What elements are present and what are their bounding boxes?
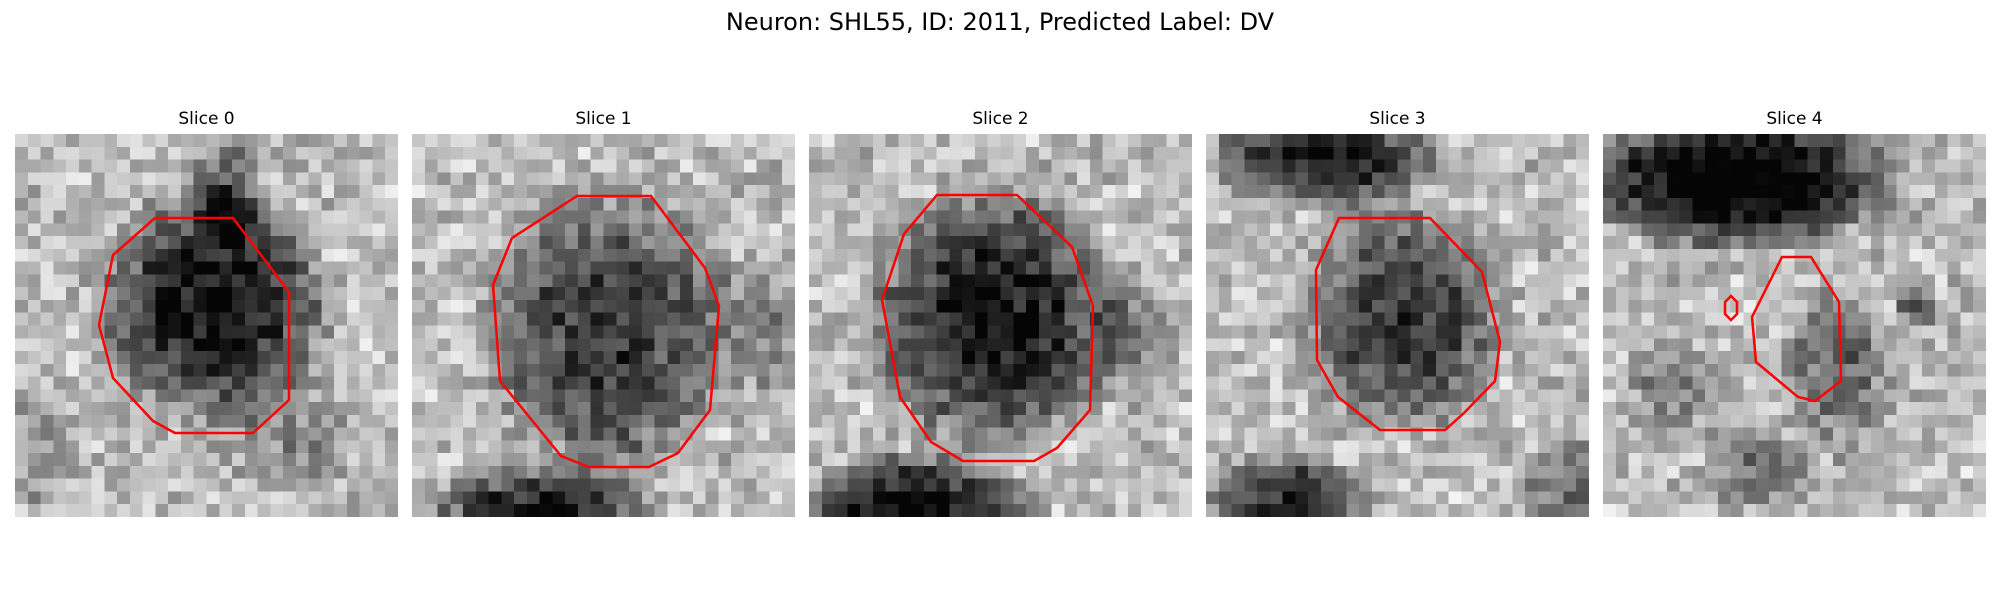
slice-panel-4: Slice 4 (1603, 100, 1986, 517)
slice-panel-2: Slice 2 (809, 100, 1192, 517)
outline-contour (1314, 216, 1502, 432)
slice-panel-0: Slice 0 (15, 100, 398, 517)
neuron-outline (491, 194, 721, 469)
slice-panel-3: Slice 3 (1206, 100, 1589, 517)
slice-image (809, 134, 1192, 517)
neuron-outline (1314, 216, 1502, 432)
outline-contour (1723, 294, 1739, 322)
slice-image (412, 134, 795, 517)
neuron-outline (97, 216, 291, 435)
figure-title: Neuron: SHL55, ID: 2011, Predicted Label… (725, 8, 1275, 36)
slice-title: Slice 2 (972, 109, 1029, 129)
outline-contour (880, 193, 1095, 463)
neuron-outline (880, 193, 1095, 463)
slice-image (1603, 134, 1986, 517)
slice-title: Slice 3 (1369, 109, 1426, 129)
slice-image (15, 134, 398, 517)
outline-contour (97, 216, 291, 435)
slice-title: Slice 4 (1766, 109, 1823, 129)
slice-title: Slice 0 (178, 109, 235, 129)
slice-panel-1: Slice 1 (412, 100, 795, 517)
slice-image (1206, 134, 1589, 517)
neuron-outline (1723, 255, 1843, 403)
slice-title: Slice 1 (575, 109, 632, 129)
outline-contour (491, 194, 721, 469)
outline-contour (1750, 255, 1843, 403)
